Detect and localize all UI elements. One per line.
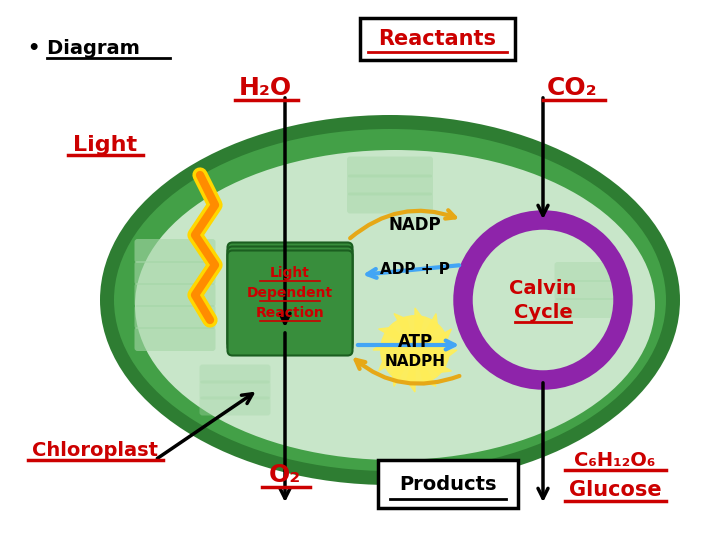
Polygon shape [415, 329, 451, 350]
Ellipse shape [100, 115, 680, 485]
FancyBboxPatch shape [378, 460, 518, 508]
Text: Calvin: Calvin [509, 279, 577, 298]
FancyBboxPatch shape [135, 327, 215, 351]
FancyBboxPatch shape [135, 283, 215, 307]
Polygon shape [394, 314, 415, 350]
FancyBboxPatch shape [554, 280, 626, 300]
Text: C₆H₁₂O₆: C₆H₁₂O₆ [575, 450, 656, 469]
Text: NADP: NADP [389, 216, 441, 234]
FancyBboxPatch shape [135, 261, 215, 285]
FancyBboxPatch shape [135, 239, 215, 263]
Polygon shape [379, 327, 415, 350]
Polygon shape [392, 350, 415, 387]
Text: Dependent: Dependent [247, 286, 333, 300]
Polygon shape [407, 350, 415, 392]
Text: Products: Products [400, 475, 497, 494]
Polygon shape [415, 350, 457, 358]
Text: Reaction: Reaction [256, 306, 325, 320]
Polygon shape [415, 350, 451, 373]
Text: H₂O: H₂O [238, 76, 292, 100]
Text: Cycle: Cycle [513, 302, 572, 321]
Ellipse shape [135, 150, 655, 460]
Text: ATP: ATP [397, 333, 433, 351]
FancyBboxPatch shape [554, 262, 626, 282]
Text: Light: Light [270, 266, 310, 280]
Text: O₂: O₂ [269, 463, 301, 487]
Text: NADPH: NADPH [384, 354, 446, 368]
FancyBboxPatch shape [360, 18, 515, 60]
Text: Reactants: Reactants [379, 29, 497, 49]
FancyBboxPatch shape [199, 381, 271, 400]
Text: • Diagram: • Diagram [28, 38, 140, 57]
FancyBboxPatch shape [135, 305, 215, 329]
Polygon shape [373, 342, 415, 350]
Polygon shape [415, 350, 436, 387]
Polygon shape [415, 314, 438, 350]
FancyBboxPatch shape [347, 192, 433, 213]
FancyBboxPatch shape [347, 174, 433, 195]
Polygon shape [415, 308, 423, 350]
Circle shape [380, 315, 450, 385]
Text: ADP + P: ADP + P [380, 262, 450, 278]
FancyBboxPatch shape [199, 396, 271, 415]
Text: Chloroplast: Chloroplast [32, 441, 158, 460]
Ellipse shape [114, 129, 666, 471]
Text: Glucose: Glucose [569, 480, 661, 500]
FancyBboxPatch shape [554, 298, 626, 318]
Polygon shape [379, 350, 415, 371]
FancyBboxPatch shape [228, 251, 353, 355]
FancyBboxPatch shape [347, 157, 433, 178]
Text: Light: Light [73, 135, 137, 155]
Text: CO₂: CO₂ [546, 76, 598, 100]
FancyBboxPatch shape [228, 246, 353, 352]
FancyBboxPatch shape [228, 242, 353, 348]
FancyBboxPatch shape [199, 364, 271, 383]
